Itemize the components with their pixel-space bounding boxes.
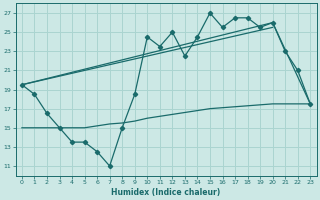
- X-axis label: Humidex (Indice chaleur): Humidex (Indice chaleur): [111, 188, 221, 197]
